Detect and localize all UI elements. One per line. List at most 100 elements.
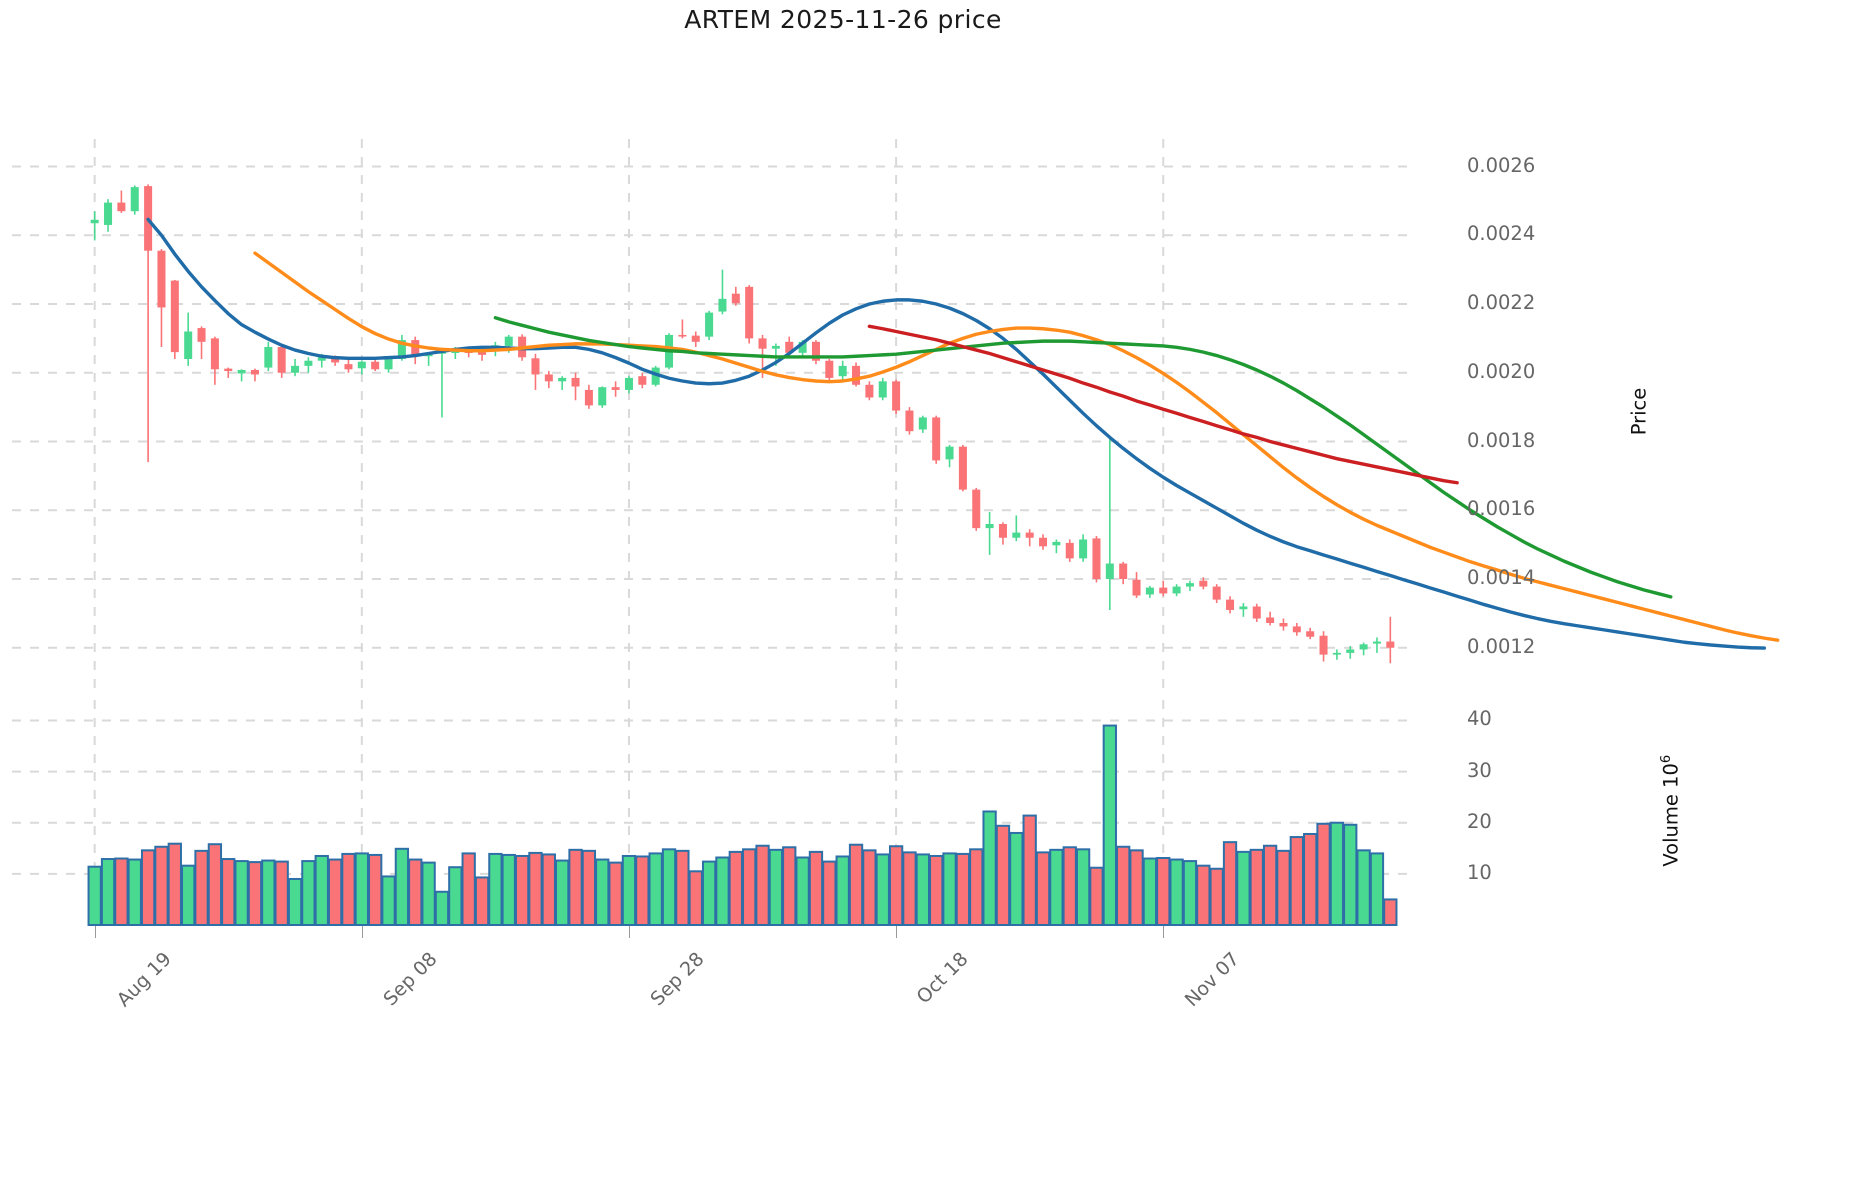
volume-bar-up (1343, 823, 1358, 926)
candle-body-up (1105, 563, 1114, 579)
volume-bar-down (808, 850, 824, 926)
volume-bar-up (1182, 860, 1198, 926)
candle-body-up (558, 377, 567, 382)
candle-body-down (117, 202, 126, 212)
volume-bar-up (1009, 831, 1024, 926)
candle-body-down (1292, 626, 1301, 633)
volume-bar-down (1089, 866, 1104, 927)
candle-body-down (411, 340, 420, 357)
volume-bar-up (982, 810, 997, 926)
x-tick-mark (1163, 926, 1165, 938)
candle-body-up (798, 341, 807, 353)
volume-bar-down (1289, 836, 1304, 926)
volume-bar-down (1062, 846, 1077, 926)
candle-body-down (745, 286, 754, 339)
volume-bar-down (1276, 849, 1291, 927)
candle-body-up (384, 359, 393, 370)
candle-body-down (678, 334, 687, 337)
volume-bar-down (1156, 857, 1171, 927)
price-tick-label: 0.0022 (1467, 291, 1536, 314)
candle-body-up (598, 387, 607, 406)
volume-bar-up (1356, 849, 1371, 926)
volume-chart-panel (12, 700, 1698, 927)
candle-body-up (130, 187, 139, 212)
volume-bar-up (127, 858, 142, 926)
volume-bar-down (1303, 832, 1318, 927)
volume-tick-label: 30 (1467, 758, 1492, 782)
volume-bar-up (835, 855, 850, 927)
price-axis-label: Price (1627, 387, 1651, 436)
candle-body-down (811, 341, 820, 361)
volume-bar-up (314, 854, 329, 926)
x-tick-label: Sep 28 (646, 948, 709, 1011)
price-tick-label: 0.0012 (1467, 634, 1536, 658)
candle-body-down (825, 360, 834, 378)
volume-bar-up (795, 856, 810, 926)
volume-bar-up (448, 866, 463, 927)
volume-bar-up (261, 859, 276, 926)
candle-body-down (905, 410, 914, 432)
candle-body-down (531, 358, 540, 375)
volume-bar-down (154, 845, 169, 927)
candle-body-down (478, 352, 487, 355)
candle-body-down (1306, 631, 1315, 637)
volume-bar-up (181, 864, 196, 927)
volume-bar-down (888, 845, 904, 926)
volume-bar-down (327, 858, 343, 926)
volume-bar-up (100, 858, 116, 926)
price-tick-label: 0.0016 (1467, 497, 1536, 521)
volume-bar-down (514, 854, 530, 926)
volume-bar-down (1222, 841, 1238, 926)
volume-bar-down (461, 852, 476, 926)
candle-body-down (544, 374, 553, 382)
volume-bar-up (715, 856, 730, 926)
candle-body-down (892, 381, 901, 411)
moving-average-line (146, 217, 1767, 650)
volume-bar-up (1169, 858, 1184, 926)
candle-body-down (932, 417, 941, 461)
candle-body-down (758, 338, 767, 349)
volume-bar-up (875, 853, 890, 927)
candle-body-down (1132, 579, 1141, 596)
volume-bar-down (822, 860, 837, 927)
volume-bar-down (1022, 814, 1037, 926)
candle-body-up (451, 351, 460, 354)
volume-tick-label: 40 (1467, 707, 1492, 731)
candle-body-up (357, 361, 366, 369)
volume-bar-up (234, 860, 249, 926)
candle-body-down (331, 357, 340, 363)
volume-bar-down (688, 870, 703, 927)
candle-body-up (918, 417, 927, 430)
volume-bar-down (274, 860, 289, 927)
candle-body-down (731, 293, 740, 304)
volume-bar-up (354, 852, 369, 926)
price-chart-panel (12, 139, 1780, 689)
candle-body-up (397, 340, 406, 359)
candle-body-up (504, 336, 513, 346)
candle-body-up (1012, 532, 1021, 538)
candle-body-up (1346, 649, 1355, 653)
volume-bar-down (782, 846, 797, 926)
volume-bar-down (247, 861, 263, 927)
volume-bar-up (1142, 857, 1158, 926)
volume-bar-down (1316, 822, 1331, 926)
candle-body-down (1386, 641, 1395, 648)
x-tick-label: Aug 19 (112, 948, 176, 1012)
volume-bar-down (1209, 867, 1224, 926)
volume-bar-up (1049, 848, 1064, 926)
x-tick-label: Nov 07 (1180, 948, 1245, 1012)
volume-axis-label-text: Volume (1659, 793, 1683, 867)
volume-bar-down (969, 848, 984, 926)
price-tick-label: 0.0024 (1467, 222, 1536, 246)
candle-body-down (277, 346, 286, 373)
volume-bar-down (848, 843, 864, 926)
volume-bar-down (608, 861, 623, 926)
candle-body-up (304, 360, 313, 366)
volume-bar-up (381, 875, 396, 926)
candle-body-up (1185, 583, 1194, 587)
volume-bar-down (862, 849, 877, 926)
candle-body-down (1159, 587, 1168, 594)
volume-bar-down (1262, 844, 1278, 926)
volume-bar-up (768, 848, 784, 926)
